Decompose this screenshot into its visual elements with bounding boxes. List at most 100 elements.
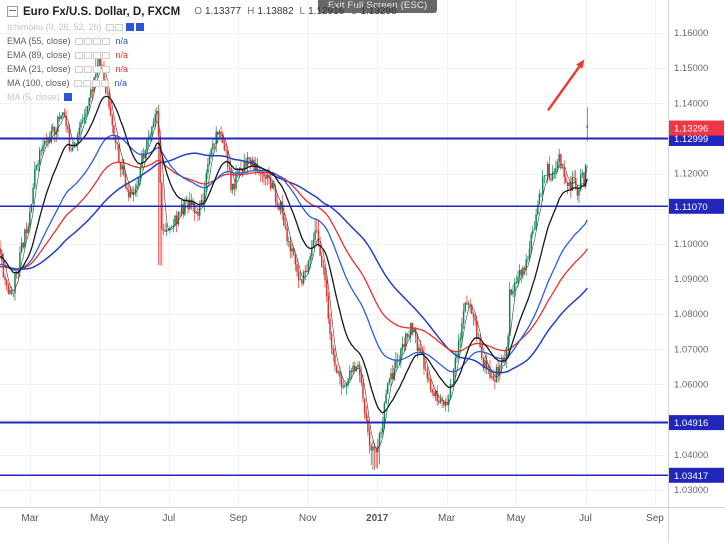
collapse-legend-icon[interactable]	[7, 6, 18, 17]
indicator-row[interactable]: MA (5, close)	[7, 90, 397, 104]
eye-icon[interactable]	[74, 37, 83, 45]
ma-line-89[interactable]	[0, 159, 588, 353]
svg-text:Mar: Mar	[21, 513, 39, 524]
ohlc-value: 1.13296	[360, 6, 397, 17]
trend-arrow-shaft[interactable]	[547, 65, 581, 112]
eye-icon[interactable]	[73, 79, 82, 87]
svg-text:Jul: Jul	[579, 513, 592, 524]
ohlc-key: C	[350, 6, 358, 17]
settings-icon[interactable]	[114, 23, 123, 31]
settings-icon[interactable]	[83, 37, 92, 45]
price-axis[interactable]: 1.16000 1.15000 1.14000 1.12000 1.10000 1.090…	[674, 28, 708, 496]
settings-icon[interactable]	[82, 79, 91, 87]
settings-icon[interactable]	[83, 51, 92, 59]
ma-line-100[interactable]	[0, 152, 588, 374]
delete-icon[interactable]	[91, 79, 100, 87]
eye-icon[interactable]	[105, 23, 114, 31]
svg-text:1.03000: 1.03000	[674, 485, 708, 496]
ma-line-5[interactable]	[0, 66, 588, 450]
svg-text:1.16000: 1.16000	[674, 28, 708, 39]
svg-text:1.13296: 1.13296	[674, 124, 708, 135]
svg-text:1.09000: 1.09000	[674, 274, 708, 285]
svg-text:Nov: Nov	[299, 513, 317, 524]
price-axis-bg[interactable]	[668, 0, 725, 543]
indicator-value: n/a	[114, 78, 128, 88]
plot-area[interactable]	[0, 0, 668, 507]
ohlc-value: 1.13377	[204, 6, 242, 17]
svg-text:1.14000: 1.14000	[674, 98, 708, 109]
more-icon[interactable]	[100, 79, 109, 87]
ma-line-55[interactable]	[0, 134, 588, 373]
plot-style-badge[interactable]	[135, 23, 144, 31]
indicator-row[interactable]: Ichimoku (9, 26, 52, 26)	[7, 20, 397, 34]
delete-icon[interactable]	[92, 65, 101, 73]
symbol-title: Euro Fx/U.S. Dollar, D, FXCM	[23, 5, 181, 18]
indicator-value: n/a	[115, 50, 129, 60]
more-icon[interactable]	[101, 51, 110, 59]
legend-panel: Euro Fx/U.S. Dollar, D, FXCM O 1.13377 H 1.…	[7, 3, 397, 104]
svg-text:1.06000: 1.06000	[674, 380, 708, 391]
delete-icon[interactable]	[92, 51, 101, 59]
svg-text:1.12999: 1.12999	[674, 134, 708, 145]
ohlc-values: O 1.13377 H 1.13882 L 1.12916 C 1.13296	[188, 6, 396, 17]
plot-style-badge[interactable]	[125, 23, 134, 31]
indicator-controls	[74, 65, 110, 73]
svg-text:2017: 2017	[366, 513, 389, 524]
delete-icon[interactable]	[92, 37, 101, 45]
ohlc-key: H	[247, 6, 255, 17]
price-level-label[interactable]: 1.03417	[669, 467, 724, 483]
svg-text:Sep: Sep	[646, 513, 664, 524]
ma-line-21[interactable]	[0, 95, 588, 414]
indicator-rows: Ichimoku (9, 26, 52, 26) EMA (55, close) n…	[7, 20, 397, 104]
ohlc-key: L	[299, 6, 306, 17]
indicator-row[interactable]: EMA (21, close) n/a	[7, 62, 397, 76]
indicator-value: n/a	[115, 36, 129, 46]
indicator-label: MA (100, close)	[7, 78, 70, 88]
symbol-row[interactable]: Euro Fx/U.S. Dollar, D, FXCM O 1.13377 H 1.…	[7, 3, 397, 20]
indicator-row[interactable]: EMA (55, close) n/a	[7, 34, 397, 48]
price-level-label[interactable]: 1.11070	[669, 198, 724, 214]
svg-text:1.03417: 1.03417	[674, 471, 708, 482]
plot-style-badge[interactable]	[63, 93, 72, 101]
last-price-label: 1.13296	[669, 120, 724, 136]
indicator-row[interactable]: EMA (89, close) n/a	[7, 48, 397, 62]
svg-text:1.12000: 1.12000	[674, 169, 708, 180]
indicator-controls	[105, 23, 123, 31]
more-icon[interactable]	[101, 65, 110, 73]
indicator-value: n/a	[115, 64, 129, 74]
more-icon[interactable]	[101, 37, 110, 45]
svg-text:1.04000: 1.04000	[674, 450, 708, 461]
settings-icon[interactable]	[83, 65, 92, 73]
indicator-label: Ichimoku (9, 26, 52, 26)	[7, 22, 102, 32]
indicator-label: MA (5, close)	[7, 92, 60, 102]
indicator-controls	[74, 37, 110, 45]
indicator-controls	[74, 51, 110, 59]
eye-icon[interactable]	[74, 65, 83, 73]
svg-text:1.07000: 1.07000	[674, 344, 708, 355]
svg-text:Jul: Jul	[162, 513, 175, 524]
indicator-label: EMA (89, close)	[7, 50, 71, 60]
indicator-label: EMA (55, close)	[7, 36, 71, 46]
time-axis-bg[interactable]	[0, 507, 725, 543]
svg-text:1.08000: 1.08000	[674, 309, 708, 320]
indicator-controls	[73, 79, 109, 87]
svg-text:1.11070: 1.11070	[674, 202, 708, 213]
svg-text:May: May	[90, 513, 109, 524]
svg-text:1.04916: 1.04916	[674, 418, 708, 429]
svg-text:1.15000: 1.15000	[674, 63, 708, 74]
eye-icon[interactable]	[74, 51, 83, 59]
time-axis[interactable]: Mar May Jul Sep Nov 2017 Mar May Jul Sep	[21, 513, 664, 524]
ohlc-value: 1.13882	[257, 6, 294, 17]
ohlc-value: 1.12916	[308, 6, 345, 17]
svg-text:Sep: Sep	[229, 513, 247, 524]
indicator-row[interactable]: MA (100, close) n/a	[7, 76, 397, 90]
indicator-label: EMA (21, close)	[7, 64, 71, 74]
price-level-label[interactable]: 1.04916	[669, 415, 724, 431]
ohlc-key: O	[194, 6, 202, 17]
exit-fullscreen-tooltip: Exit Full Screen (ESC)	[318, 0, 438, 13]
svg-text:Mar: Mar	[438, 513, 456, 524]
svg-text:1.10000: 1.10000	[674, 239, 708, 250]
